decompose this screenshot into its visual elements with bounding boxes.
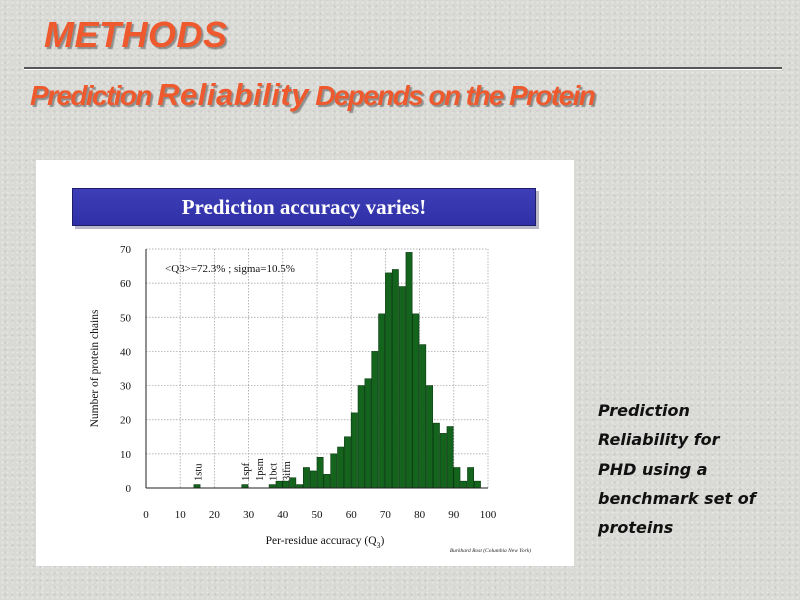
histogram-bar	[385, 272, 392, 489]
chain-label-3ifm: 3ifm	[282, 461, 293, 481]
histogram-bar	[296, 484, 304, 489]
histogram-bar	[391, 269, 399, 489]
y-axis-title: Number of protein chains	[89, 309, 101, 427]
x-tick-label: 90	[448, 509, 460, 521]
y-tick-label: 40	[120, 346, 132, 358]
histogram-bar	[412, 313, 420, 489]
histogram-bar	[330, 453, 338, 489]
y-tick-label: 60	[120, 278, 132, 290]
histogram-bar	[275, 480, 283, 489]
side-note-line-2: Reliability for	[598, 430, 720, 450]
histogram-bar	[303, 467, 310, 489]
slide-subtitle: Prediction Reliability Depends on the Pr…	[30, 77, 596, 113]
labels-layer: 0 10 20 30 40 50 60 70 0 10 20 30 40 50 60 70 80 90 100 Num…	[89, 244, 531, 554]
y-tick-label: 50	[120, 312, 132, 324]
chain-label-1spf: 1spf	[241, 462, 252, 481]
histogram-bar	[474, 480, 481, 489]
x-axis-title: Per-residue accuracy (Q3)	[266, 535, 385, 550]
bars-layer	[193, 252, 481, 489]
axes-layer	[145, 249, 488, 489]
histogram-bar	[467, 467, 475, 489]
y-tick-label: 10	[120, 449, 132, 461]
histogram-bar	[460, 480, 468, 489]
histogram-bar	[426, 385, 433, 489]
side-note-line-5: proteins	[598, 518, 674, 538]
x-tick-label: 20	[209, 509, 221, 521]
histogram-bar	[193, 484, 201, 489]
histogram-bar	[439, 433, 447, 489]
side-note-line-3: PHD using a	[598, 459, 708, 479]
x-tick-label: 100	[480, 509, 497, 521]
chain-label-1bct: 1bct	[269, 463, 280, 481]
y-tick-label: 30	[120, 381, 132, 393]
histogram-bar	[268, 484, 276, 489]
subtitle-part-3: Depends on the Protein	[309, 80, 596, 111]
histogram-bar	[323, 474, 331, 489]
y-tick-label: 70	[120, 244, 132, 256]
histogram-bar	[309, 470, 317, 489]
side-note: Prediction Reliability for PHD using a b…	[598, 396, 788, 542]
x-tick-label: 0	[143, 509, 149, 521]
histogram-bar	[405, 252, 413, 489]
x-tick-label: 40	[277, 509, 289, 521]
slide-title: METHODS	[44, 14, 228, 55]
histogram-chart: 0 10 20 30 40 50 60 70 0 10 20 30 40 50 60 70 80 90 100 Num…	[89, 244, 531, 554]
histogram-bar	[419, 344, 427, 489]
x-tick-label: 30	[243, 509, 255, 521]
histogram-bar	[344, 436, 351, 489]
histogram-bar	[432, 422, 440, 489]
y-tick-label: 20	[120, 415, 132, 427]
x-tick-label: 80	[414, 509, 426, 521]
histogram-bar	[371, 351, 379, 489]
histogram-bar	[350, 412, 358, 489]
histogram-bar	[446, 426, 454, 489]
histogram-bar	[282, 480, 290, 489]
histogram-bar	[364, 378, 372, 489]
histogram-bar	[357, 385, 365, 489]
x-tick-label: 50	[312, 509, 324, 521]
side-note-line-1: Prediction	[598, 401, 690, 420]
x-tick-label: 70	[380, 509, 392, 521]
stats-annotation: <Q3>=72.3% ; sigma=10.5%	[165, 263, 295, 275]
chart-title: Prediction accuracy varies!	[72, 188, 536, 226]
histogram-bar	[316, 456, 324, 489]
histogram-bar	[453, 467, 461, 489]
y-tick-label: 0	[126, 483, 132, 495]
x-tick-label: 10	[175, 509, 187, 521]
side-note-line-4: benchmark set of	[598, 488, 756, 508]
chain-label-1psm: 1psm	[255, 458, 266, 481]
histogram-bar	[337, 446, 345, 489]
subtitle-part-2: Reliability	[157, 77, 310, 112]
chain-label-1stu: 1stu	[193, 463, 204, 481]
x-tick-label: 60	[346, 509, 358, 521]
figure-panel: Prediction accuracy varies! 0 10 20 30 40 50 6…	[36, 160, 574, 566]
histogram-bar	[398, 286, 406, 489]
credit-text: Burkhard Rost (Columbia New York)	[450, 547, 531, 554]
histogram-bar	[241, 484, 249, 489]
histogram-bar	[378, 313, 386, 489]
title-divider	[24, 67, 782, 70]
subtitle-part-1: Prediction	[30, 80, 158, 111]
